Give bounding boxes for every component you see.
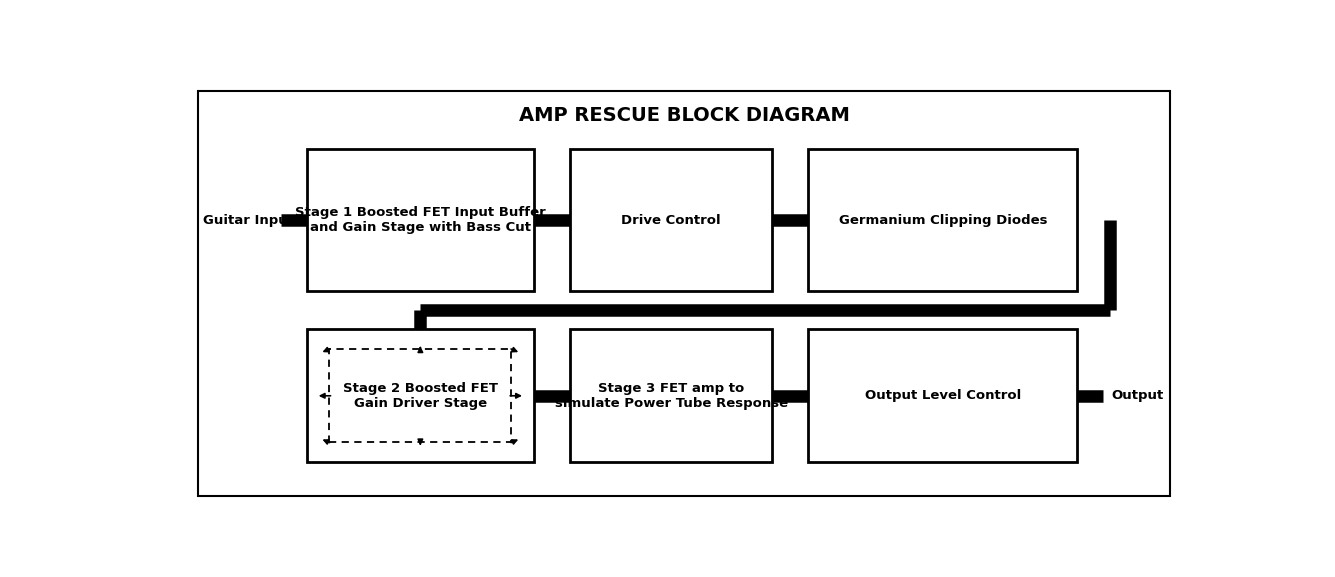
Text: Germanium Clipping Diodes: Germanium Clipping Diodes [838,214,1047,227]
Text: Output Level Control: Output Level Control [865,389,1021,402]
Bar [809,329,1077,462]
Text: Stage 3 FET amp to
simulate Power Tube Response: Stage 3 FET amp to simulate Power Tube R… [554,382,788,410]
Bar [809,149,1077,291]
Text: Output: Output [1112,389,1164,402]
Text: Drive Control: Drive Control [621,214,721,227]
Text: Guitar Input: Guitar Input [203,214,294,227]
Text: AMP RESCUE BLOCK DIAGRAM: AMP RESCUE BLOCK DIAGRAM [519,106,849,125]
Text: Stage 1 Boosted FET Input Buffer
and Gain Stage with Bass Cut: Stage 1 Boosted FET Input Buffer and Gai… [295,207,546,234]
Bar [307,149,534,291]
Bar [307,329,534,462]
Bar [330,349,511,443]
Bar [570,149,772,291]
Text: Stage 2 Boosted FET
Gain Driver Stage: Stage 2 Boosted FET Gain Driver Stage [343,382,498,410]
Bar [570,329,772,462]
